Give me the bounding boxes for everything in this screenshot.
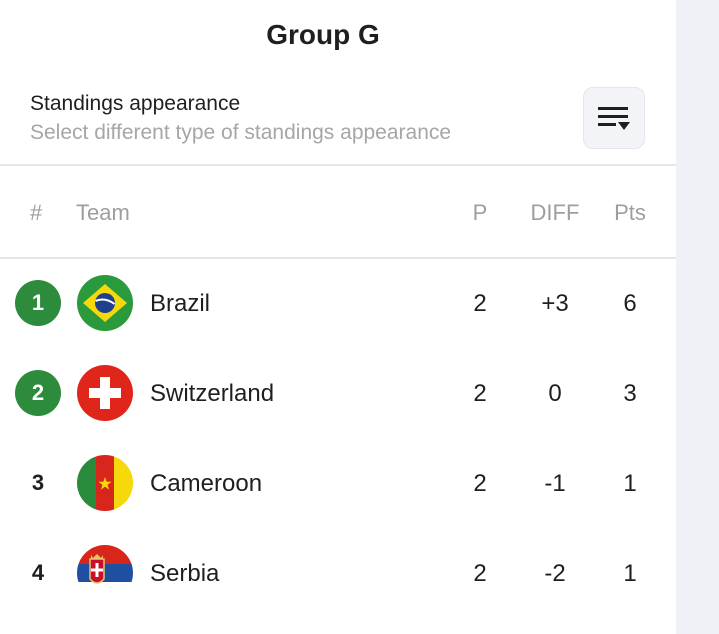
standings-appearance-description: Select different type of standings appea… (30, 121, 452, 144)
table-row[interactable]: 1 Brazil 2 +3 6 (0, 258, 676, 348)
table-row[interactable]: 3 Cameroon 2 -1 1 (0, 438, 676, 528)
diff-value: 0 (548, 380, 562, 407)
standings-appearance-label: Standings appearance (30, 92, 241, 115)
sort-list-icon (598, 107, 630, 130)
team-name: Serbia (150, 560, 220, 587)
rank-number: 4 (31, 560, 45, 585)
rank-number: 3 (31, 470, 45, 495)
standings-card: Group G Standings appearance Select diff… (0, 19, 676, 618)
diff-value: -1 (544, 470, 566, 497)
divider (0, 257, 676, 259)
points-value: 1 (623, 470, 637, 497)
column-header-points: Pts (614, 200, 646, 225)
played-value: 2 (473, 290, 487, 317)
team-name: Switzerland (150, 380, 275, 407)
team-name: Brazil (150, 290, 211, 317)
right-panel-background (676, 0, 719, 634)
points-value: 6 (623, 290, 637, 317)
divider (0, 164, 676, 166)
group-title: Group G (266, 19, 380, 50)
column-header-rank: # (30, 200, 43, 225)
column-header-diff: DIFF (530, 200, 580, 225)
team-name: Cameroon (150, 470, 263, 497)
brazil-flag-icon (77, 275, 133, 331)
cameroon-flag-icon (77, 455, 133, 511)
played-value: 2 (473, 560, 487, 587)
standings-appearance-button[interactable] (583, 87, 645, 149)
column-header-team: Team (76, 200, 130, 225)
played-value: 2 (473, 380, 487, 407)
rank-badge: 1 (15, 280, 61, 326)
points-value: 1 (623, 560, 637, 587)
diff-value: -2 (544, 560, 566, 587)
points-value: 3 (623, 380, 637, 407)
table-row[interactable]: 2 Switzerland 2 0 3 (0, 348, 676, 438)
diff-value: +3 (541, 290, 569, 317)
played-value: 2 (473, 470, 487, 497)
table-row[interactable]: 4 Serbia 2 -2 1 (0, 528, 676, 618)
column-header-played: P (472, 200, 488, 225)
serbia-flag-icon (77, 545, 133, 601)
rank-badge: 2 (15, 370, 61, 416)
switzerland-flag-icon (77, 365, 133, 421)
